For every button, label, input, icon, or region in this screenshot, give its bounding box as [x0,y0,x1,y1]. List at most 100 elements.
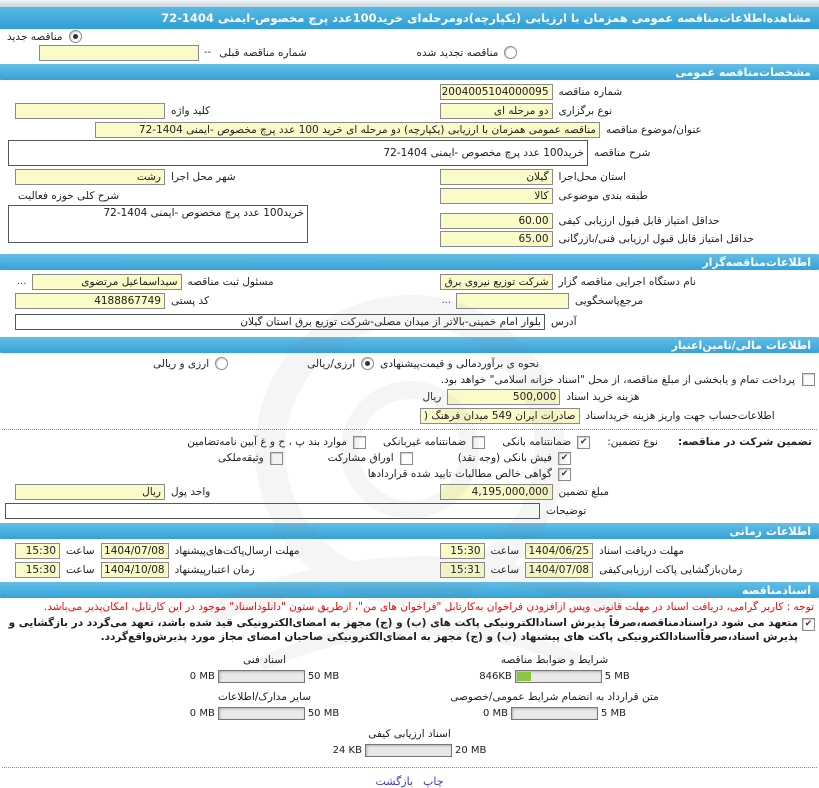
envelope-send-deadline-time[interactable]: 15:30 [15,542,60,559]
doc-fee-input[interactable]: 500,000 [447,388,561,405]
upload-other-label: سایر مدارک/اطلاعات [218,691,311,704]
envelope-send-deadline-date[interactable]: 1404/07/08 [100,542,169,559]
tender-view-page: { "title": "مشاهده‌اطلاعات‌مناقصه عمومی … [0,0,819,770]
province-input[interactable]: گیلان [439,168,553,185]
doc-receive-deadline-time[interactable]: 15:30 [439,542,485,559]
upload-other-progressbar [217,707,305,721]
quality-open-time-label: زمان‌بازگشایی پاکت ارزیابی‌کیفی [599,563,743,576]
offer-validity-label: زمان اعتبارپیشنهاد [174,563,255,576]
estimate-rial-label: ارزی/ریالی [307,357,356,370]
top-strip [0,0,819,7]
guarantee-nonbank-checkbox[interactable] [472,435,486,449]
offer-validity-time[interactable]: 15:30 [15,561,60,578]
registrar-label: مسئول ثبت مناقصه [187,275,274,288]
type-label: نوع برگزاری [558,104,613,117]
esign-commitment-label: متعهد می شود دراسنادمناقصه،صرفاً پذیرش ا… [8,617,798,644]
currency-input[interactable]: ریال [15,483,165,500]
section-timing-header: اطلاعات زمانی [0,523,819,539]
guarantee-amount-input[interactable]: 4,195,000,000 [439,483,553,500]
separator [2,429,817,430]
notes-input[interactable] [5,502,540,519]
hour-label: ساعت [490,563,520,576]
upload-technical-max: 50 MB [307,671,340,683]
upload-terms-max: 5 MB [604,671,630,683]
upload-technical-current: 0 MB [189,671,215,683]
back-link[interactable]: بازگشت [375,775,414,788]
category-label: طبقه بندی موضوعی [558,189,648,202]
guarantee-bylaw-checkbox[interactable] [353,435,367,449]
activity-textarea[interactable]: خرید100 عدد پرچ مخصوص -ایمنی 1404-72 [8,205,308,243]
upload-quality-eval-label: اسناد ارزیابی کیفی [368,728,451,741]
doc-fee-label: هزینه خرید اسناد [566,390,640,403]
upload-technical-progressbar [217,670,305,684]
tender-no-input[interactable]: 2004005104000095 [439,83,553,100]
upload-areas: شرایط و ضوابط مناقصه 846KB 5 MB اسناد فن… [0,654,819,758]
contact-more-button[interactable]: ... [441,295,452,306]
desc-input[interactable]: خرید100 عدد پرچ مخصوص -ایمنی 1404-72 [8,140,588,166]
treasury-label: پرداخت تمام و یابخشی از مبلغ مناقصه، از … [440,373,795,386]
guarantee-cash-label: فیش بانکی (وجه نقد) [457,452,552,464]
upload-contract-label: متن قرارداد به انضمام شرایط عمومی/خصوصی [450,691,659,704]
keyword-input[interactable] [15,102,165,119]
doc-receive-deadline-date[interactable]: 1404/06/25 [525,542,594,559]
upload-other-current: 0 MB [189,708,215,720]
quality-open-date[interactable]: 1404/07/08 [525,561,594,578]
guarantee-bonds-checkbox[interactable] [399,451,413,465]
keyword-label: کلید واژه [171,104,211,117]
category-input[interactable]: کالا [439,187,553,204]
city-label: شهر محل اجرا [171,170,236,183]
min-quality-input[interactable]: 60.00 [439,213,553,229]
guarantee-claims-label: گواهی خالص مطالبات تایید شده قراردادها [367,468,552,480]
min-tech-input[interactable]: 65.00 [439,230,553,247]
estimate-rial-radio[interactable] [361,357,375,370]
subject-input[interactable]: مناقصه عمومی همزمان با ارزیابی (یکپارچه)… [95,121,600,138]
min-tech-label: حداقل امتیاز قابل قبول ارزیابی فنی/بازرگ… [558,232,755,245]
hour-label: ساعت [490,544,520,557]
agency-label: نام دستگاه اجرایی مناقصه گزار [558,275,696,288]
guarantee-cash-checkbox[interactable] [558,451,571,465]
contact-input[interactable] [456,292,570,309]
upload-other: سایر مدارک/اطلاعات 0 MB 50 MB [147,691,382,721]
upload-terms-label: شرایط و ضوابط مناقصه [500,654,609,667]
quality-open-time[interactable]: 15:31 [439,561,485,578]
registrar-more-button[interactable]: ... [17,276,27,287]
upload-quality-eval-max: 20 MB [454,745,487,757]
city-input[interactable]: رشت [15,168,165,185]
guarantee-claims-checkbox[interactable] [558,467,571,481]
renewed-tender-radio[interactable] [504,46,518,59]
upload-terms-progressbar [514,670,602,684]
guarantee-property-label: وثیقه‌ملکی [217,452,264,464]
guarantee-property-checkbox[interactable] [269,451,283,465]
prev-tender-no-value: -- [204,47,212,58]
estimate-both-radio[interactable] [215,357,229,370]
guarantee-nonbank-label: ضمانتنامه غیربانکی [383,436,467,448]
new-tender-radio[interactable] [68,30,82,43]
type-input[interactable]: دو مرحله ای [439,102,553,119]
upload-quality-eval-progressbar [364,744,452,758]
registrar-input[interactable]: سیداسماعیل مرتضوی [31,273,182,290]
prev-tender-no-label: شماره مناقصه قبلی [219,46,307,59]
desc-label: شرح مناقصه [594,147,651,159]
postal-input[interactable]: 4188867749 [15,292,165,309]
agency-input[interactable]: شرکت توزیع نیروی برق است [439,273,553,290]
upload-contract-progressbar [511,707,598,721]
guarantee-bylaw-label: موارد بند پ ، ح و غ آیین نامه‌تضامین [187,436,348,448]
upload-quality-eval-current: 24 KB [332,745,362,757]
address-input[interactable]: بلوار امام خمینی-بالاتر از میدان مصلی-شر… [15,314,545,330]
treasury-checkbox[interactable] [802,373,815,386]
esign-commitment-checkbox[interactable] [802,618,815,631]
min-quality-label: حداقل امتیاز قابل قبول ارزیابی کیفی [558,215,720,227]
account-label: اطلاعات‌حساب جهت واریز هزینه خریداسناد [585,409,775,422]
guarantee-bank-label: ضمانتنامه بانکی [502,436,572,448]
prev-tender-no-input[interactable] [39,44,199,61]
account-input[interactable]: صادرات ایران 549 میدان فرهنگ ( [419,407,580,424]
guarantee-type-label: نوع تضمین: [607,436,658,448]
upload-contract-max: 5 MB [601,708,627,720]
upload-technical: اسناد فنی 0 MB 50 MB [147,654,382,684]
offer-validity-date[interactable]: 1404/10/08 [100,561,169,578]
print-link[interactable]: چاپ [423,775,444,788]
guarantee-bank-checkbox[interactable] [577,435,591,449]
province-label: استان محل‌اجرا [558,170,627,183]
currency-label: واحد پول [171,485,211,498]
address-label: آدرس [551,316,577,328]
